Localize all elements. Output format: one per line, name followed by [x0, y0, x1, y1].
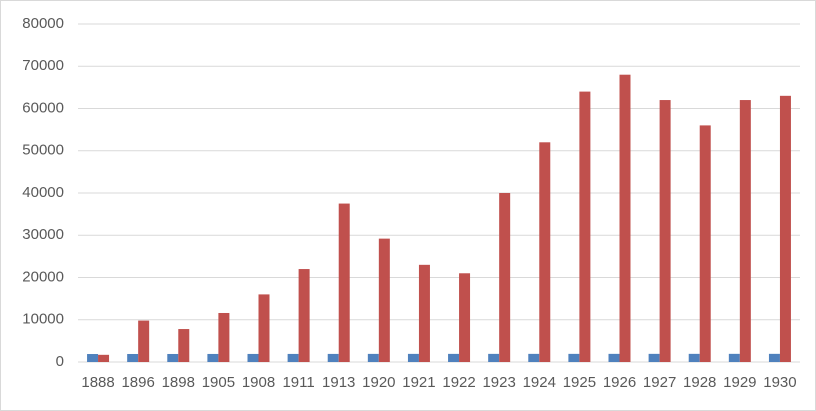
- bar: [459, 273, 471, 362]
- bar: [127, 353, 139, 362]
- bar: [167, 353, 179, 362]
- x-tick-label: 1930: [763, 374, 796, 391]
- x-tick-label: 1926: [603, 374, 636, 391]
- y-tick-label: 10000: [22, 311, 64, 328]
- x-tick-label: 1925: [563, 374, 596, 391]
- y-tick-label: 40000: [22, 184, 64, 201]
- bar: [648, 353, 660, 362]
- x-tick-label: 1898: [162, 374, 195, 391]
- y-tick-label: 80000: [22, 15, 64, 32]
- x-tick-label: 1921: [402, 374, 435, 391]
- bar: [699, 125, 711, 363]
- x-tick-label: 1922: [442, 374, 475, 391]
- x-tick-label: 1908: [242, 374, 275, 391]
- x-tick-label: 1929: [723, 374, 756, 391]
- bar: [488, 353, 500, 362]
- bar: [98, 354, 110, 362]
- x-tick-label: 1905: [202, 374, 235, 391]
- bar: [407, 353, 419, 362]
- bar: [659, 100, 671, 363]
- bar: [448, 353, 460, 362]
- bar: [138, 320, 150, 362]
- bar: [247, 353, 259, 362]
- bar: [338, 203, 350, 362]
- bar: [218, 312, 230, 362]
- bar: [728, 353, 740, 362]
- bar: [287, 353, 299, 362]
- y-tick-label: 50000: [22, 142, 64, 159]
- bar: [499, 193, 511, 362]
- bar: [327, 353, 339, 362]
- x-tick-label: 1928: [683, 374, 716, 391]
- x-tick-label: 1888: [81, 374, 114, 391]
- bar: [178, 329, 190, 362]
- bar: [258, 294, 270, 362]
- bar: [298, 269, 310, 362]
- x-tick-label: 1911: [282, 374, 314, 391]
- y-tick-label: 30000: [22, 226, 64, 243]
- x-tick-label: 1927: [643, 374, 676, 391]
- x-tick-label: 1896: [121, 374, 154, 391]
- x-tick-label: 1920: [362, 374, 395, 391]
- bar: [378, 238, 390, 362]
- bar: [367, 353, 379, 362]
- bar: [568, 353, 580, 362]
- bar: [768, 353, 780, 362]
- bar: [207, 353, 219, 362]
- y-tick-label: 70000: [22, 57, 64, 74]
- bar: [739, 100, 751, 363]
- x-tick-label: 1923: [482, 374, 515, 391]
- bar: [579, 91, 591, 362]
- y-tick-label: 0: [56, 353, 64, 370]
- bar: [539, 142, 551, 362]
- y-tick-label: 60000: [22, 99, 64, 116]
- bar: [418, 264, 430, 362]
- bar: [688, 353, 700, 362]
- bar: [608, 353, 620, 362]
- x-tick-label: 1913: [322, 374, 355, 391]
- bar: [87, 354, 99, 362]
- bar: [779, 95, 791, 362]
- x-tick-label: 1924: [523, 374, 556, 391]
- y-tick-label: 20000: [22, 268, 64, 285]
- bar: [619, 74, 631, 362]
- bar: [528, 353, 540, 362]
